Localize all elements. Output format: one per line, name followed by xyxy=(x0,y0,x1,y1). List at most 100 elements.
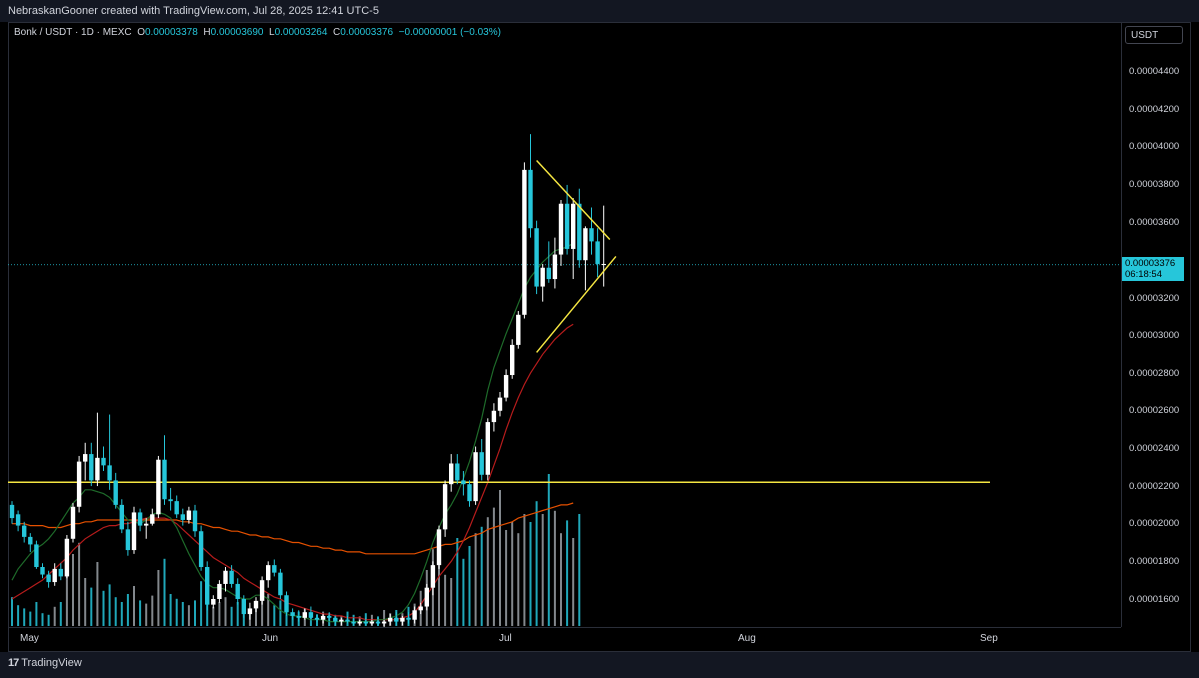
open-value: 0.00003378 xyxy=(144,27,198,38)
candle-body xyxy=(491,410,497,423)
volume-bar xyxy=(212,606,215,626)
candle-body xyxy=(522,169,527,315)
price-tick: 0.00002400 xyxy=(1129,443,1180,454)
candle-body xyxy=(217,583,222,599)
price-tick: 0.00001600 xyxy=(1129,594,1180,605)
candle-body xyxy=(296,615,301,618)
volume-bar xyxy=(456,538,459,626)
candle-body xyxy=(558,203,564,255)
candle-body xyxy=(223,570,228,584)
time-axis[interactable] xyxy=(8,627,1121,652)
candle-body xyxy=(534,228,539,287)
currency-button[interactable]: USDT xyxy=(1125,26,1183,44)
volume-bar xyxy=(41,613,44,626)
candle-body xyxy=(442,484,448,530)
open-label: O xyxy=(137,27,145,38)
price-tick: 0.00004000 xyxy=(1129,141,1180,152)
volume-bar xyxy=(279,600,282,626)
candle-body xyxy=(485,422,490,475)
tradingview-logo-icon: 17 xyxy=(8,657,19,669)
volume-bar xyxy=(444,574,447,626)
volume-bar xyxy=(511,522,514,626)
candle-body xyxy=(497,397,503,411)
candle-body xyxy=(601,263,606,265)
candle-body xyxy=(186,510,192,520)
volume-bar xyxy=(218,602,221,626)
volume-bar xyxy=(285,606,288,626)
price-axis[interactable] xyxy=(1121,22,1191,627)
candle-body xyxy=(388,617,393,622)
candle-body xyxy=(83,454,88,462)
price-tick: 0.00002000 xyxy=(1129,518,1180,529)
candle-body xyxy=(473,452,478,502)
candle-body xyxy=(461,480,466,485)
candle-body xyxy=(436,529,442,566)
volume-bar xyxy=(462,558,465,626)
candle-body xyxy=(22,525,27,537)
candle-body xyxy=(430,565,436,588)
volume-bar xyxy=(224,597,227,626)
candle-body xyxy=(211,599,216,605)
symbol-legend: Bonk / USDT · 1D · MEXC O0.00003378 H0.0… xyxy=(14,27,501,38)
volume-bar xyxy=(529,522,532,626)
ma-mid-line xyxy=(11,323,574,621)
volume-bar xyxy=(535,501,538,626)
candle-body xyxy=(107,465,112,481)
candle-body xyxy=(345,619,350,622)
candle-body xyxy=(455,463,460,481)
chart-pane[interactable] xyxy=(8,22,1191,652)
symbol-name[interactable]: Bonk / USDT · 1D · MEXC xyxy=(14,27,132,38)
candle-body xyxy=(583,228,588,261)
high-value: 0.00003690 xyxy=(210,27,264,38)
volume-bar xyxy=(572,538,575,626)
candle-body xyxy=(528,169,533,229)
price-tick: 0.00002800 xyxy=(1129,368,1180,379)
price-tick: 0.00002200 xyxy=(1129,481,1180,492)
volume-bar xyxy=(102,590,105,626)
candle-body xyxy=(369,621,375,624)
volume-bar xyxy=(560,533,562,626)
bar-countdown: 06:18:54 xyxy=(1125,269,1162,280)
candle-body xyxy=(89,454,94,481)
volume-bar xyxy=(47,614,50,626)
candle-body xyxy=(253,600,259,609)
price-tick: 0.00004200 xyxy=(1129,104,1180,115)
candle-body xyxy=(394,617,399,622)
volume-bar xyxy=(450,578,453,626)
candle-body xyxy=(589,228,594,242)
current-price-label: 0.00003376 xyxy=(1125,258,1176,269)
candle-body xyxy=(168,499,173,502)
volume-bar xyxy=(578,514,581,626)
candle-body xyxy=(180,514,185,520)
candle-body xyxy=(595,241,600,264)
volume-bar xyxy=(236,602,239,626)
volume-bar xyxy=(517,533,520,626)
candle-body xyxy=(540,267,545,287)
volume-bar xyxy=(492,507,495,626)
attribution-text: NebraskanGooner created with TradingView… xyxy=(8,5,379,17)
volume-bar xyxy=(541,514,544,626)
candle-body xyxy=(76,461,82,507)
candle-body xyxy=(64,538,70,577)
volume-bar xyxy=(90,587,93,626)
candle-body xyxy=(266,565,271,581)
triangle-upper-line xyxy=(536,159,611,241)
price-tick: 0.00003800 xyxy=(1129,179,1180,190)
candle-body xyxy=(320,615,326,620)
candle-body xyxy=(412,610,417,620)
volume-bar xyxy=(17,605,20,626)
low-label: L xyxy=(269,27,275,38)
volume-bar xyxy=(523,514,526,626)
candle-body xyxy=(406,617,411,620)
price-tick: 0.00001800 xyxy=(1129,556,1180,567)
volume-bar xyxy=(29,611,32,626)
candle-body xyxy=(571,203,576,249)
tradingview-logo[interactable]: 17 TradingView xyxy=(8,657,82,669)
volume-bar xyxy=(175,598,178,626)
candle-body xyxy=(192,510,198,532)
price-tick: 0.00003600 xyxy=(1129,217,1180,228)
candle-body xyxy=(375,621,381,624)
volume-bar xyxy=(133,586,135,626)
volume-bar xyxy=(383,610,386,626)
